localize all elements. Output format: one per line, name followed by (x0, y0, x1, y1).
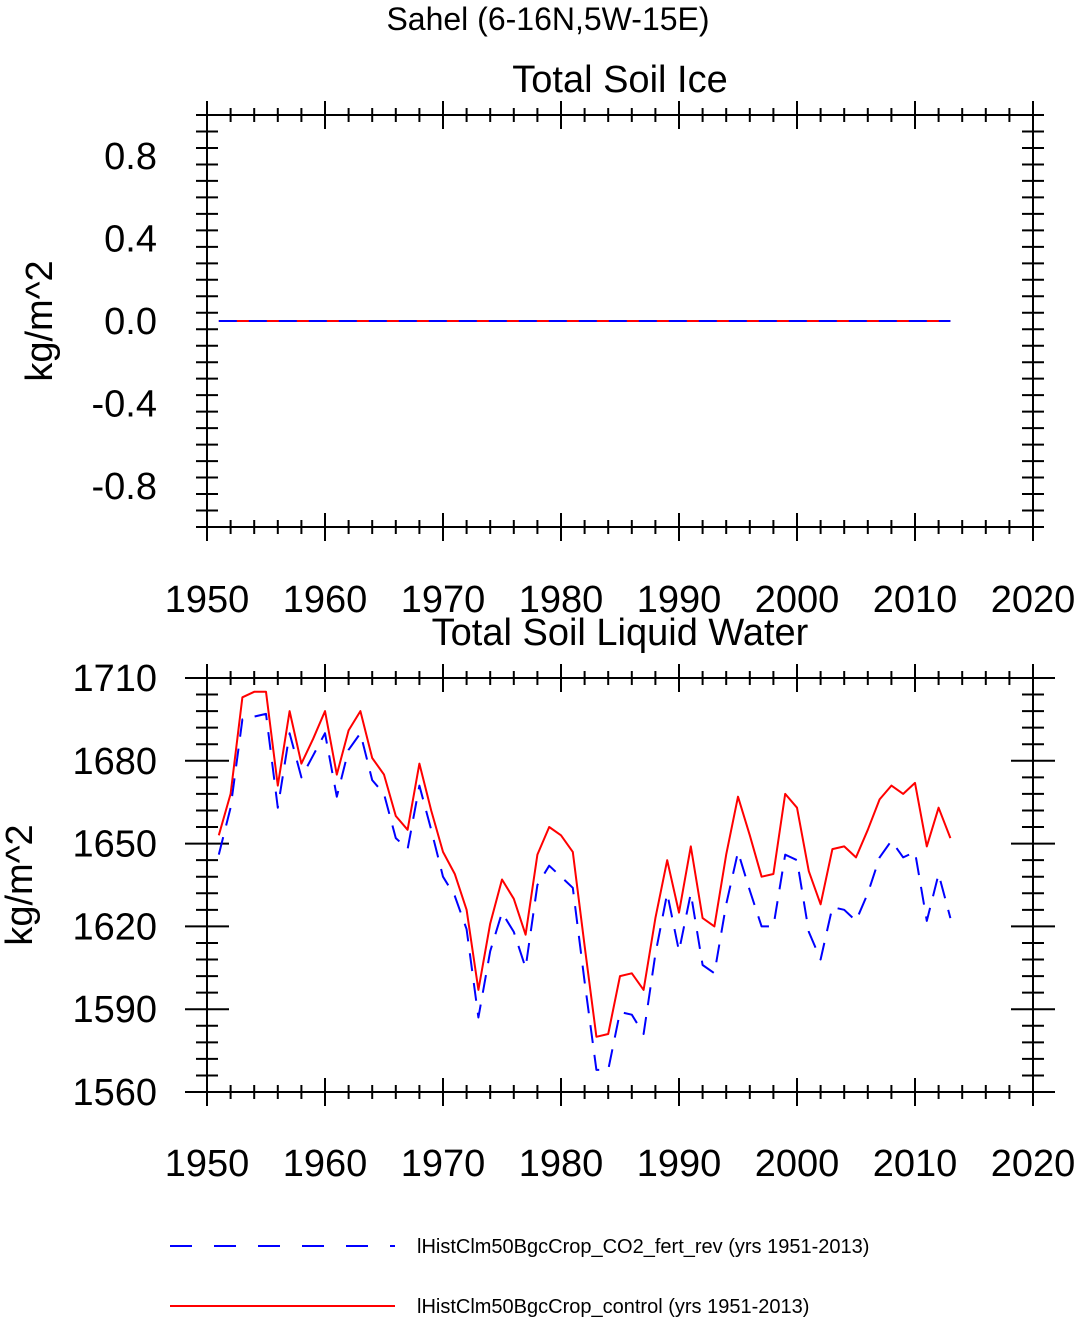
y-tick-label: 1590 (72, 989, 157, 1031)
tick-labels: 1950 1960 1970 1980 1990 2000 2010 2020 -0.8 -0.4… (92, 136, 1076, 621)
axis-ticks (185, 664, 1055, 1106)
chart-title: Total Soil Liquid Water (432, 612, 809, 654)
chart-panel-total-soil-ice: Total Soil Ice kg/m^2 1950 1960 1970 1980 19… (19, 59, 1075, 621)
x-tick-label: 2020 (991, 579, 1076, 621)
axis-ticks (196, 101, 1044, 541)
series-line-co2-fert-rev (217, 712, 952, 1071)
chart-panel-total-soil-liquid-water: Total Soil Liquid Water kg/m^2 1950 1960 1… (0, 612, 1075, 1185)
x-tick-label: 2010 (873, 1143, 958, 1185)
chart-title: Total Soil Ice (512, 59, 727, 101)
y-tick-label: 0.8 (104, 136, 157, 178)
y-tick-label: -0.8 (92, 466, 157, 508)
x-tick-label: 2000 (755, 1143, 840, 1185)
plot-frame (206, 677, 1034, 1093)
legend-item: lHistClm50BgcCrop_CO2_fert_rev (yrs 1951… (170, 1236, 869, 1258)
y-tick-label: 1710 (72, 658, 157, 700)
y-tick-label: 0.4 (104, 219, 157, 261)
legend: lHistClm50BgcCrop_CO2_fert_rev (yrs 1951… (170, 1236, 869, 1318)
y-tick-label: 1680 (72, 741, 157, 783)
legend-label: lHistClm50BgcCrop_CO2_fert_rev (yrs 1951… (417, 1236, 869, 1258)
y-tick-label: 1620 (72, 906, 157, 948)
y-tick-label: 1560 (72, 1072, 157, 1114)
x-tick-label: 1980 (519, 1143, 604, 1185)
x-tick-label: 2020 (991, 1143, 1076, 1185)
x-tick-label: 2000 (755, 579, 840, 621)
x-tick-label: 2010 (873, 579, 958, 621)
y-tick-label: -0.4 (92, 383, 157, 425)
x-tick-label: 1960 (283, 1143, 368, 1185)
legend-label: lHistClm50BgcCrop_control (yrs 1951-2013… (417, 1296, 809, 1318)
plot-frame (206, 114, 1034, 528)
legend-item: lHistClm50BgcCrop_control (yrs 1951-2013… (170, 1296, 809, 1318)
x-tick-label: 1990 (637, 1143, 722, 1185)
y-tick-label: 0.0 (104, 301, 157, 343)
x-tick-label: 1950 (165, 579, 250, 621)
y-tick-label: 1650 (72, 824, 157, 866)
y-axis-label: kg/m^2 (0, 824, 41, 945)
figure-title: Sahel (6-16N,5W-15E) (386, 1, 709, 37)
x-tick-label: 1990 (637, 579, 722, 621)
x-tick-label: 1970 (401, 579, 486, 621)
y-axis-label: kg/m^2 (19, 260, 61, 381)
x-tick-label: 1970 (401, 1143, 486, 1185)
tick-labels: 1950 1960 1970 1980 1990 2000 2010 2020 1560 1590… (72, 658, 1075, 1185)
x-tick-label: 1960 (283, 579, 368, 621)
data-series (217, 690, 952, 1071)
x-tick-label: 1980 (519, 579, 604, 621)
x-tick-label: 1950 (165, 1143, 250, 1185)
series-line-control (217, 690, 952, 1038)
